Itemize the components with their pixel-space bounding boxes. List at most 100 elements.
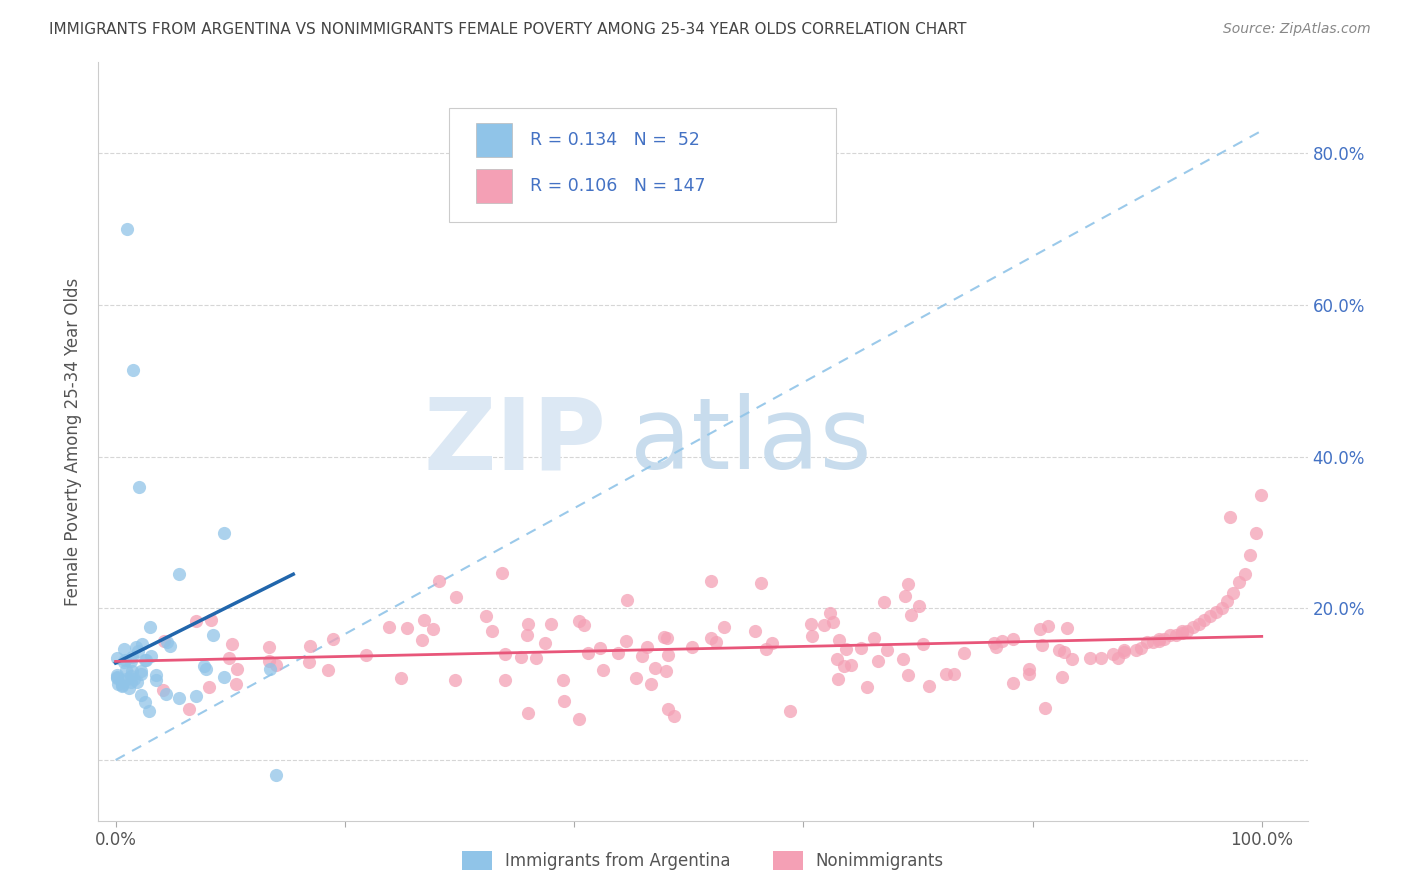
Point xyxy=(114,672,136,686)
Point xyxy=(1130,640,1153,655)
Point xyxy=(112,655,135,669)
Point xyxy=(201,628,224,642)
Point xyxy=(167,690,190,705)
Point xyxy=(827,652,849,666)
Point xyxy=(298,655,321,669)
Point xyxy=(983,636,1005,650)
Point xyxy=(813,617,835,632)
FancyBboxPatch shape xyxy=(475,123,512,157)
Point xyxy=(110,678,132,692)
Point xyxy=(1060,652,1083,666)
Point xyxy=(1090,650,1112,665)
Point xyxy=(129,664,152,678)
Point xyxy=(112,642,135,657)
Point xyxy=(1244,525,1267,540)
Point xyxy=(145,668,167,682)
Point xyxy=(197,680,219,694)
Point xyxy=(986,640,1008,654)
Point xyxy=(1033,700,1056,714)
Point xyxy=(572,618,595,632)
Point xyxy=(900,607,922,622)
Point xyxy=(259,662,281,676)
Point xyxy=(1056,621,1078,635)
Text: atlas: atlas xyxy=(630,393,872,490)
Point xyxy=(839,658,862,673)
Point xyxy=(1175,624,1198,639)
Point xyxy=(131,637,153,651)
Point xyxy=(540,617,562,632)
Point xyxy=(832,659,855,673)
Point xyxy=(145,673,167,687)
Point xyxy=(827,672,849,686)
Point xyxy=(1125,643,1147,657)
Text: R = 0.134   N =  52: R = 0.134 N = 52 xyxy=(530,131,700,149)
Point xyxy=(1047,643,1070,657)
Point xyxy=(1053,645,1076,659)
Point xyxy=(699,574,721,589)
Point xyxy=(226,662,249,676)
Point xyxy=(868,655,890,669)
Point xyxy=(851,640,873,655)
Point xyxy=(184,615,207,629)
Point xyxy=(607,646,630,660)
Point xyxy=(1101,647,1123,661)
Point xyxy=(494,647,516,661)
FancyBboxPatch shape xyxy=(449,108,837,221)
Point xyxy=(576,646,599,660)
Point xyxy=(1239,548,1261,563)
Point xyxy=(835,642,858,657)
Point xyxy=(218,650,240,665)
Point xyxy=(225,677,247,691)
Point xyxy=(138,704,160,718)
Point xyxy=(481,624,503,638)
Point xyxy=(322,632,344,646)
Point xyxy=(1018,666,1040,681)
Point xyxy=(1147,634,1170,648)
Point xyxy=(614,633,637,648)
Point xyxy=(1216,594,1239,608)
Point xyxy=(105,671,128,685)
Point xyxy=(221,637,243,651)
Point xyxy=(644,661,666,675)
Point xyxy=(1188,616,1211,631)
Point xyxy=(129,688,152,702)
Point xyxy=(194,662,217,676)
Point xyxy=(1001,632,1024,646)
Point xyxy=(1050,670,1073,684)
Point xyxy=(139,648,162,663)
Point xyxy=(664,708,686,723)
Point xyxy=(354,648,377,663)
Point xyxy=(411,633,433,648)
Point xyxy=(193,659,215,673)
Point xyxy=(264,768,287,782)
Point xyxy=(264,657,287,672)
Point xyxy=(516,706,538,720)
Point xyxy=(682,640,704,654)
Point xyxy=(1142,635,1164,649)
Point xyxy=(894,590,917,604)
Point xyxy=(616,593,638,607)
Point xyxy=(125,674,148,689)
Point xyxy=(657,631,679,645)
Point xyxy=(592,663,614,677)
Point xyxy=(1153,632,1175,646)
Point xyxy=(491,566,513,580)
Point xyxy=(652,630,675,644)
Point xyxy=(184,689,207,703)
Legend: Immigrants from Argentina, Nonimmigrants: Immigrants from Argentina, Nonimmigrants xyxy=(456,844,950,877)
Text: R = 0.106   N = 147: R = 0.106 N = 147 xyxy=(530,177,706,194)
Point xyxy=(105,669,128,683)
Point xyxy=(114,653,136,667)
Point xyxy=(114,664,136,678)
Point xyxy=(820,607,842,621)
Point xyxy=(631,649,654,664)
Point xyxy=(751,576,773,591)
Point xyxy=(755,642,778,657)
Point xyxy=(1199,609,1222,624)
FancyBboxPatch shape xyxy=(475,169,512,202)
Point xyxy=(105,651,128,665)
Point xyxy=(200,614,222,628)
Point xyxy=(862,631,884,645)
Point xyxy=(134,695,156,709)
Point xyxy=(139,620,162,634)
